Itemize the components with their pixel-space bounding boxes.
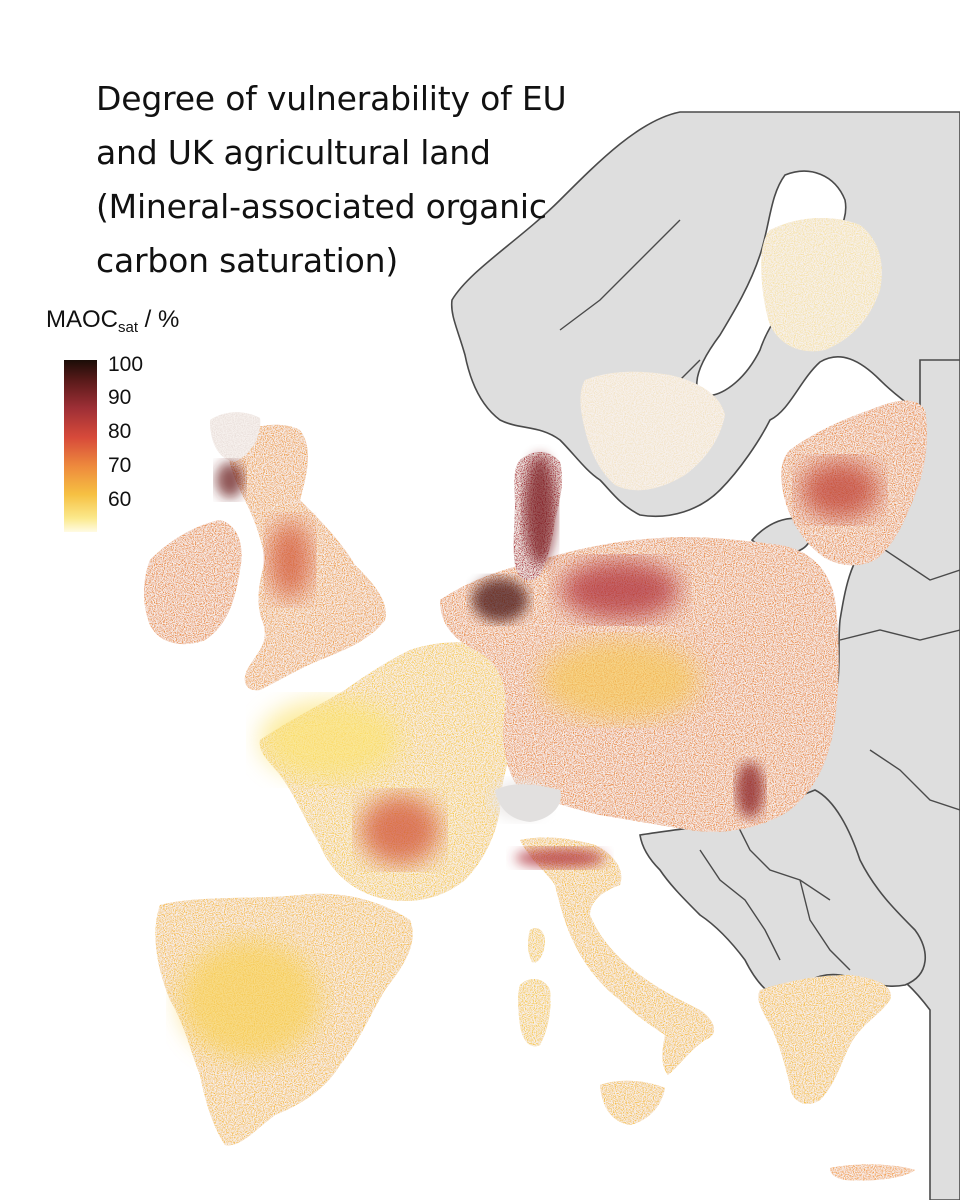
- finland-south: [761, 218, 882, 352]
- ireland: [144, 520, 242, 645]
- legend-label-main: MAOC: [46, 306, 118, 333]
- legend-label-sub: sat: [118, 319, 139, 336]
- legend-tick-90: 90: [108, 386, 132, 409]
- low-saturation-overlays: [180, 640, 700, 1060]
- legend: MAOCsat / % 100 90 80 70 60: [46, 306, 246, 546]
- legend-tick-80: 80: [108, 420, 132, 443]
- border-lines: [559, 219, 960, 971]
- legend-tick-100: 100: [108, 353, 144, 376]
- legend-title: MAOCsat / %: [46, 306, 179, 336]
- legend-tick-60: 60: [108, 488, 132, 511]
- italy: [520, 837, 715, 1075]
- legend-tick-70: 70: [108, 454, 132, 477]
- sardinia: [518, 978, 551, 1047]
- corsica: [527, 928, 545, 963]
- legend-color-bar: [64, 360, 97, 532]
- no-data-land: [450, 111, 960, 1200]
- south-sweden: [580, 371, 725, 491]
- high-saturation-overlays: [216, 455, 880, 868]
- greece: [758, 975, 891, 1105]
- crete: [830, 1164, 915, 1181]
- map-title: Degree of vulnerability of EU and UK agr…: [96, 79, 567, 280]
- scotland-north: [210, 412, 261, 462]
- legend-label-unit: / %: [138, 306, 180, 333]
- alps-no-data: [495, 784, 561, 822]
- sicily: [600, 1080, 665, 1125]
